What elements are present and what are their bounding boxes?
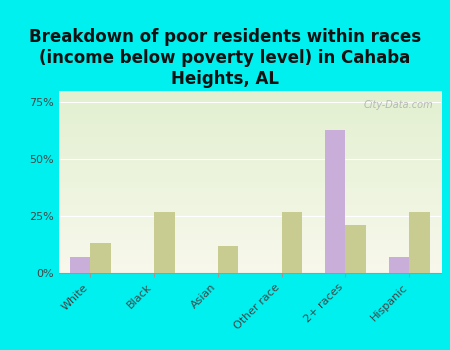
Bar <box>346 225 366 273</box>
Bar <box>325 130 346 273</box>
Bar <box>154 211 175 273</box>
Bar <box>70 257 90 273</box>
Bar <box>389 257 409 273</box>
Bar <box>218 246 238 273</box>
Text: Breakdown of poor residents within races
(income below poverty level) in Cahaba
: Breakdown of poor residents within races… <box>29 28 421 88</box>
Bar <box>90 244 111 273</box>
Bar <box>282 211 302 273</box>
Text: City-Data.com: City-Data.com <box>364 100 433 110</box>
Legend: Cahaba Heights, Alabama: Cahaba Heights, Alabama <box>119 346 380 350</box>
Bar <box>409 211 430 273</box>
